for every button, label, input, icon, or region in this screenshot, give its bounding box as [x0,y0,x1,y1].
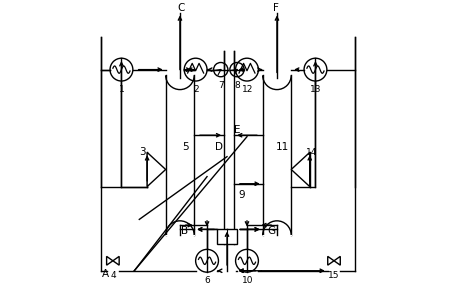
Text: 1: 1 [119,85,125,94]
Text: 2: 2 [193,85,199,94]
Text: E: E [234,124,241,135]
Text: 14: 14 [306,148,317,157]
Bar [217,229,237,244]
Polygon shape [113,256,119,265]
Text: 9: 9 [238,190,245,200]
Polygon shape [107,256,113,265]
Polygon shape [328,256,334,265]
Text: 5: 5 [182,142,189,152]
Text: 4: 4 [110,271,116,280]
Text: 11: 11 [276,142,289,152]
Text: A: A [101,269,109,279]
Polygon shape [334,256,340,265]
Polygon shape [147,152,166,186]
Text: 13: 13 [310,85,322,94]
Text: 7: 7 [219,81,224,90]
Text: 3: 3 [139,147,146,157]
Polygon shape [291,152,310,186]
Text: D: D [215,142,223,152]
Text: 10: 10 [242,276,253,285]
Text: 8: 8 [235,81,240,90]
Text: G: G [267,226,275,236]
Text: 15: 15 [328,271,340,280]
Text: C: C [177,3,184,12]
Text: 6: 6 [205,276,210,285]
Text: F: F [273,3,278,12]
Text: 12: 12 [242,85,253,94]
Text: B: B [182,226,189,236]
